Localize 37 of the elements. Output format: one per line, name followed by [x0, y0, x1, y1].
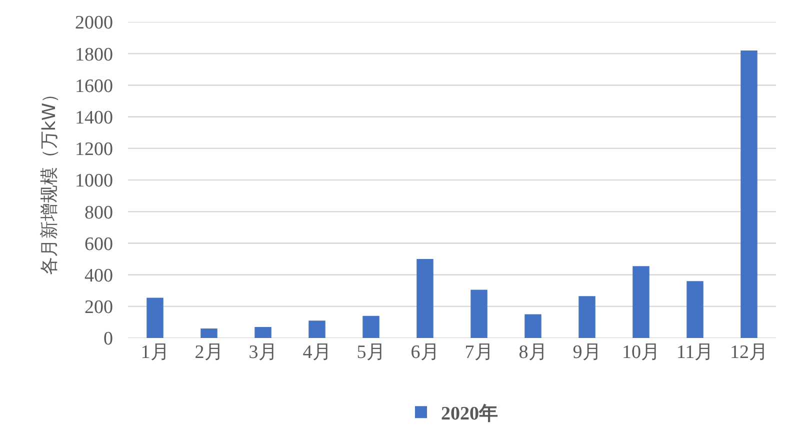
x-tick-label: 6月	[410, 342, 440, 363]
y-tick-label: 800	[84, 202, 113, 224]
legend-label: 2020年	[441, 404, 498, 425]
y-tick-label: 1200	[75, 139, 113, 160]
y-tick-label: 200	[84, 297, 113, 318]
x-tick-label: 7月	[464, 342, 494, 363]
x-tick-label: 2月	[194, 342, 224, 363]
y-tick-label: 1000	[75, 170, 113, 192]
bar	[470, 290, 488, 338]
x-tick-label: 3月	[248, 342, 278, 363]
bar	[308, 320, 326, 338]
y-tick-label: 400	[84, 265, 113, 286]
bar	[686, 281, 704, 338]
bar	[200, 328, 218, 338]
y-tick-label: 1600	[75, 76, 113, 97]
x-tick-label: 1月	[140, 342, 170, 363]
bar	[416, 259, 434, 338]
y-tick-label: 0	[104, 328, 113, 350]
x-tick-label: 4月	[302, 342, 332, 363]
x-tick-label: 11月	[676, 342, 714, 363]
y-tick-label: 1400	[75, 107, 113, 128]
y-axis-title: 各月新增规模（万kW）	[39, 84, 60, 276]
bar	[740, 50, 758, 338]
bar	[524, 314, 542, 338]
x-tick-label: 5月	[356, 342, 386, 363]
bar	[254, 326, 272, 338]
x-tick-label: 10月	[622, 342, 660, 363]
bar	[146, 298, 164, 338]
y-tick-label: 1800	[75, 44, 113, 66]
x-tick-label: 9月	[572, 342, 602, 363]
y-tick-label: 2000	[75, 12, 113, 34]
x-tick-label: 12月	[730, 342, 768, 363]
bar	[632, 266, 650, 338]
x-tick-label: 8月	[518, 342, 548, 363]
bar	[362, 316, 380, 338]
bar	[578, 296, 596, 338]
y-tick-label: 600	[84, 234, 113, 255]
